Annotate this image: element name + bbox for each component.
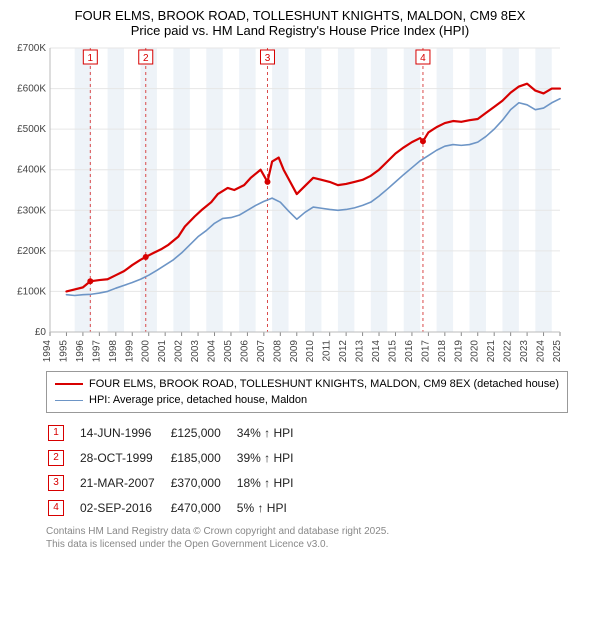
page-container: FOUR ELMS, BROOK ROAD, TOLLESHUNT KNIGHT… [0, 0, 600, 557]
svg-text:1: 1 [88, 53, 94, 64]
svg-text:2011: 2011 [322, 340, 333, 362]
marker-delta: 39% ↑ HPI [237, 446, 308, 469]
markers-table: 1 14-JUN-1996£125,00034% ↑ HPI 2 28-OCT-199… [46, 419, 309, 521]
svg-text:2006: 2006 [239, 340, 250, 362]
legend-label-red: FOUR ELMS, BROOK ROAD, TOLLESHUNT KNIGHT… [89, 376, 559, 392]
svg-text:2002: 2002 [174, 340, 185, 362]
legend-swatch-blue [55, 400, 83, 401]
svg-text:£100K: £100K [17, 286, 46, 297]
svg-text:£300K: £300K [17, 205, 46, 216]
marker-row: 1 14-JUN-1996£125,00034% ↑ HPI [48, 421, 307, 444]
svg-text:2001: 2001 [157, 340, 168, 362]
svg-text:4: 4 [420, 53, 426, 64]
legend-swatch-red [55, 383, 83, 385]
marker-row: 4 02-SEP-2016£470,0005% ↑ HPI [48, 496, 307, 519]
svg-text:2013: 2013 [355, 340, 366, 362]
footer-attribution: Contains HM Land Registry data © Crown c… [46, 525, 590, 551]
marker-date: 02-SEP-2016 [80, 496, 169, 519]
svg-text:1996: 1996 [75, 340, 86, 362]
svg-text:2020: 2020 [470, 340, 481, 362]
legend-label-blue: HPI: Average price, detached house, Mald… [89, 392, 307, 408]
title-line-1: FOUR ELMS, BROOK ROAD, TOLLESHUNT KNIGHT… [10, 8, 590, 23]
marker-flag-icon: 3 [48, 475, 64, 491]
svg-text:2021: 2021 [486, 340, 497, 362]
marker-price: £370,000 [171, 471, 235, 494]
svg-text:£600K: £600K [17, 84, 46, 95]
marker-flag-icon: 1 [48, 425, 64, 441]
svg-text:2010: 2010 [305, 340, 316, 362]
svg-text:£200K: £200K [17, 246, 46, 257]
svg-text:2: 2 [143, 53, 149, 64]
svg-text:2024: 2024 [536, 340, 547, 362]
svg-text:1997: 1997 [91, 340, 102, 362]
svg-text:2022: 2022 [503, 340, 514, 362]
svg-text:1998: 1998 [108, 340, 119, 362]
legend: FOUR ELMS, BROOK ROAD, TOLLESHUNT KNIGHT… [46, 371, 568, 413]
svg-text:2023: 2023 [519, 340, 530, 362]
marker-date: 14-JUN-1996 [80, 421, 169, 444]
svg-text:2012: 2012 [338, 340, 349, 362]
svg-text:2008: 2008 [272, 340, 283, 362]
footer-line-1: Contains HM Land Registry data © Crown c… [46, 525, 590, 538]
svg-text:£0: £0 [35, 327, 47, 338]
marker-row: 3 21-MAR-2007£370,00018% ↑ HPI [48, 471, 307, 494]
marker-flag-icon: 2 [48, 450, 64, 466]
svg-text:2003: 2003 [190, 340, 201, 362]
svg-text:2007: 2007 [256, 340, 267, 362]
svg-text:1999: 1999 [124, 340, 135, 362]
svg-text:£400K: £400K [17, 165, 46, 176]
svg-text:2016: 2016 [404, 340, 415, 362]
svg-text:2014: 2014 [371, 340, 382, 362]
legend-row-blue: HPI: Average price, detached house, Mald… [55, 392, 559, 408]
svg-text:2000: 2000 [141, 340, 152, 362]
marker-date: 28-OCT-1999 [80, 446, 169, 469]
footer-line-2: This data is licensed under the Open Gov… [46, 538, 590, 551]
svg-text:2009: 2009 [289, 340, 300, 362]
svg-text:2025: 2025 [552, 340, 563, 362]
marker-price: £125,000 [171, 421, 235, 444]
legend-row-red: FOUR ELMS, BROOK ROAD, TOLLESHUNT KNIGHT… [55, 376, 559, 392]
chart-svg: £0 £100K £200K £300K £400K £500K £600K £700K 199… [10, 42, 570, 362]
svg-text:3: 3 [265, 53, 271, 64]
title-line-2: Price paid vs. HM Land Registry's House … [10, 23, 590, 38]
marker-delta: 18% ↑ HPI [237, 471, 308, 494]
svg-text:2015: 2015 [387, 340, 398, 362]
svg-text:2004: 2004 [207, 340, 218, 362]
marker-delta: 34% ↑ HPI [237, 421, 308, 444]
chart-area: £0 £100K £200K £300K £400K £500K £600K £700K 199… [10, 42, 590, 367]
marker-price: £185,000 [171, 446, 235, 469]
marker-delta: 5% ↑ HPI [237, 496, 308, 519]
svg-text:1995: 1995 [58, 340, 69, 362]
svg-text:2019: 2019 [453, 340, 464, 362]
svg-text:£700K: £700K [17, 43, 46, 54]
svg-text:2018: 2018 [437, 340, 448, 362]
svg-text:2005: 2005 [223, 340, 234, 362]
marker-date: 21-MAR-2007 [80, 471, 169, 494]
marker-price: £470,000 [171, 496, 235, 519]
svg-text:£500K: £500K [17, 124, 46, 135]
marker-flag-icon: 4 [48, 500, 64, 516]
chart-title-block: FOUR ELMS, BROOK ROAD, TOLLESHUNT KNIGHT… [10, 8, 590, 38]
svg-text:2017: 2017 [420, 340, 431, 362]
marker-row: 2 28-OCT-1999£185,00039% ↑ HPI [48, 446, 307, 469]
svg-text:1994: 1994 [42, 340, 53, 362]
